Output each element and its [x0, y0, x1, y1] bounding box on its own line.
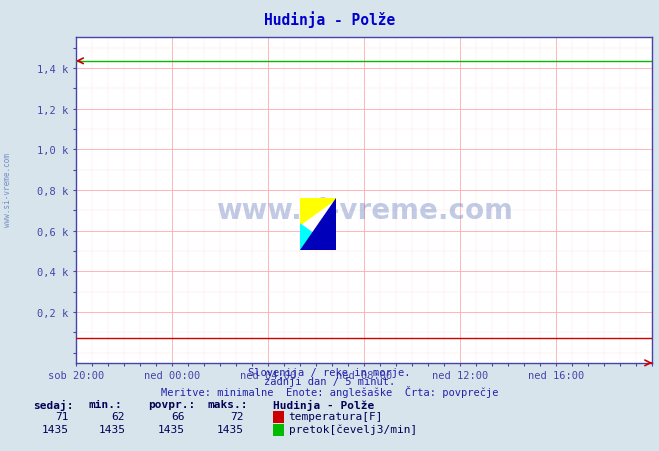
Polygon shape: [300, 198, 336, 224]
Text: 1435: 1435: [158, 424, 185, 434]
Text: Hudinja - Polže: Hudinja - Polže: [264, 11, 395, 28]
Text: 62: 62: [112, 411, 125, 421]
Text: 1435: 1435: [42, 424, 69, 434]
Text: 66: 66: [171, 411, 185, 421]
Text: 72: 72: [231, 411, 244, 421]
Text: zadnji dan / 5 minut.: zadnji dan / 5 minut.: [264, 377, 395, 387]
Polygon shape: [300, 224, 336, 250]
Text: pretok[čevelj3/min]: pretok[čevelj3/min]: [289, 424, 417, 434]
Text: povpr.:: povpr.:: [148, 399, 196, 409]
Text: www.si-vreme.com: www.si-vreme.com: [215, 197, 513, 225]
Text: sedaj:: sedaj:: [33, 399, 73, 410]
Text: 1435: 1435: [98, 424, 125, 434]
Text: Meritve: minimalne  Enote: anglešaške  Črta: povprečje: Meritve: minimalne Enote: anglešaške Črt…: [161, 386, 498, 398]
Text: maks.:: maks.:: [208, 399, 248, 409]
Text: min.:: min.:: [89, 399, 123, 409]
Text: www.si-vreme.com: www.si-vreme.com: [3, 152, 13, 226]
Text: temperatura[F]: temperatura[F]: [289, 411, 383, 421]
Text: Hudinja - Polže: Hudinja - Polže: [273, 399, 375, 410]
Text: 1435: 1435: [217, 424, 244, 434]
Text: 71: 71: [56, 411, 69, 421]
Polygon shape: [300, 198, 336, 250]
Text: Slovenija / reke in morje.: Slovenija / reke in morje.: [248, 368, 411, 377]
